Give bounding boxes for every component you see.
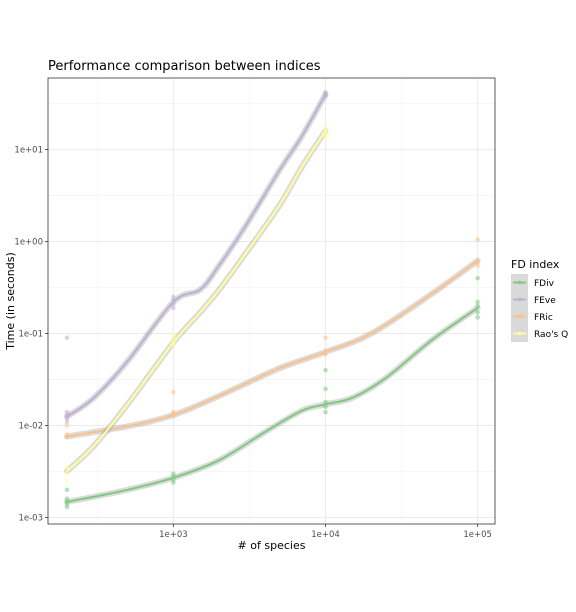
series-line [66, 259, 479, 438]
legend-label: Rao's Q [534, 330, 568, 340]
plot-panel [48, 78, 495, 524]
series-line [66, 93, 327, 418]
data-point [64, 487, 70, 493]
data-point [171, 331, 176, 336]
data-point [64, 335, 70, 341]
series-line [66, 306, 479, 503]
y-tick-label: 1e+01 [14, 146, 43, 156]
series-layer [64, 89, 481, 510]
legend-item-feve: FEve [511, 291, 556, 308]
y-tick-label: 1e-03 [18, 514, 43, 524]
data-point [475, 237, 480, 242]
data-point [475, 299, 480, 305]
data-point [475, 310, 480, 315]
axes: 1e+03 1e+04 1e+05 1e-03 1e-02 1e-01 1e+00 1e+01 [14, 146, 492, 540]
data-point [64, 471, 70, 476]
data-point [475, 275, 480, 281]
legend-item-fdiv: FDiv [511, 274, 555, 291]
data-point [64, 415, 70, 421]
chart-title: Performance comparison between indices [48, 59, 321, 74]
data-point [64, 409, 70, 415]
data-point [323, 367, 328, 373]
legend-key-point [517, 314, 522, 319]
legend-label: FDiv [534, 279, 555, 289]
data-point [171, 471, 176, 476]
y-tick-label: 1e-01 [18, 330, 43, 340]
data-point [64, 478, 70, 484]
data-point [323, 335, 328, 341]
legend-item-fric: FRic [511, 308, 553, 325]
data-point [171, 305, 176, 311]
legend: FD index FDiv FEve FRic Rao's Q [511, 258, 568, 342]
data-point [475, 303, 480, 309]
plot-border [47, 77, 496, 525]
series-line [66, 129, 327, 473]
x-tick-label: 1e+04 [311, 530, 340, 540]
data-point [64, 465, 70, 470]
legend-title: FD index [511, 258, 560, 271]
legend-key-point [517, 331, 522, 336]
y-tick-label: 1e-02 [18, 422, 43, 432]
data-point [171, 409, 176, 415]
series-fric [64, 237, 481, 440]
legend-item-rao-s-q: Rao's Q [511, 325, 568, 342]
data-point [475, 263, 480, 268]
data-point [323, 409, 328, 415]
data-point [475, 315, 480, 320]
y-tick-label: 1e+00 [14, 238, 43, 248]
legend-key-point [517, 297, 522, 302]
x-tick-label: 1e+05 [463, 530, 492, 540]
data-point [171, 335, 176, 341]
legend-key-point [517, 280, 522, 285]
data-point [323, 386, 328, 392]
series-fdiv [64, 275, 481, 510]
data-point [64, 419, 70, 425]
x-axis-title: # of species [238, 539, 306, 552]
data-point [64, 423, 70, 428]
data-point [64, 496, 70, 502]
legend-label: FEve [534, 296, 556, 306]
data-point [323, 126, 328, 131]
grid-lines [48, 78, 495, 524]
data-point [171, 480, 176, 485]
data-point [323, 89, 328, 95]
series-feve [64, 89, 329, 425]
legend-label: FRic [534, 313, 553, 323]
series-rao-s-q [64, 126, 329, 484]
data-point [171, 389, 176, 395]
y-axis-title: Time (in seconds) [4, 252, 17, 351]
data-point [171, 294, 176, 300]
x-tick-label: 1e+03 [159, 530, 188, 540]
